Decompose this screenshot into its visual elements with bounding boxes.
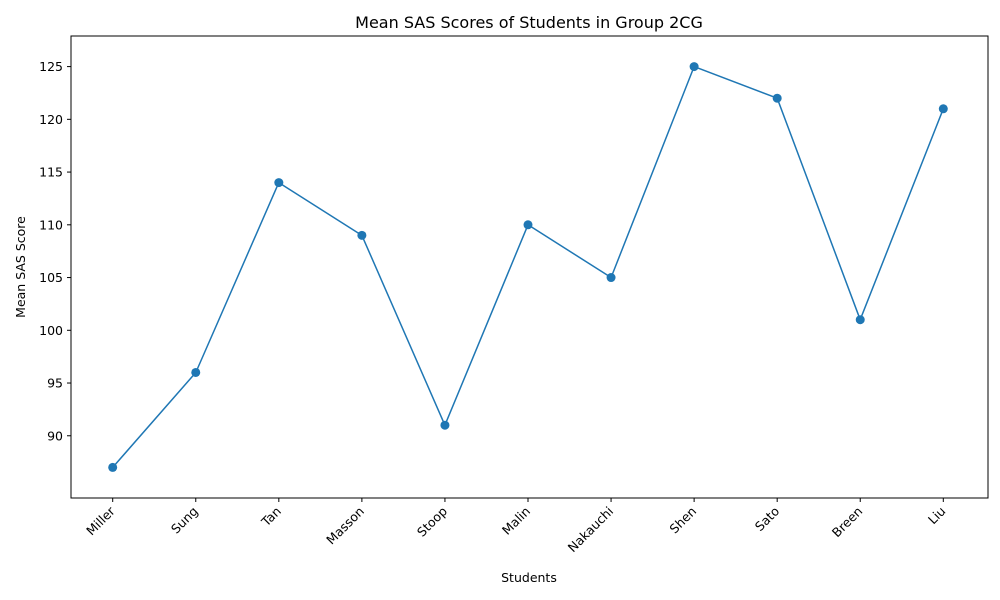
y-tick-label: 90	[47, 428, 63, 443]
y-tick-label: 120	[39, 112, 63, 127]
x-tick-label: Malin	[499, 504, 533, 538]
y-tick-label: 115	[39, 165, 63, 180]
x-tick-label: Breen	[829, 504, 866, 541]
data-point	[191, 367, 201, 377]
x-axis-label: Students	[501, 570, 557, 585]
series-layer	[108, 62, 948, 472]
y-tick-label: 125	[39, 59, 63, 74]
data-point	[689, 62, 699, 72]
data-point	[274, 178, 284, 188]
y-axis: 90 95 100 105 110 115 120 125	[39, 59, 71, 443]
x-tick-label: Stoop	[414, 503, 450, 539]
data-point	[938, 104, 948, 114]
x-tick-label: Sato	[752, 504, 783, 535]
x-tick-label: Tan	[258, 504, 284, 530]
y-tick-label: 110	[39, 217, 63, 232]
data-point	[855, 315, 865, 325]
data-point	[523, 220, 533, 230]
x-tick-label: Sung	[168, 504, 201, 537]
x-tick-label: Masson	[323, 504, 367, 548]
y-tick-label: 95	[47, 376, 63, 391]
data-point	[440, 420, 450, 430]
data-point	[108, 462, 118, 472]
chart-title: Mean SAS Scores of Students in Group 2CG	[355, 13, 703, 32]
y-tick-label: 105	[39, 270, 63, 285]
y-tick-label: 100	[39, 323, 63, 338]
x-tick-label: Nakauchi	[565, 504, 617, 556]
y-axis-label: Mean SAS Score	[13, 216, 28, 318]
data-point	[772, 93, 782, 103]
x-tick-label: Miller	[83, 503, 118, 538]
x-axis: Miller Sung Tan Masson Stoop Malin Nakauchi She…	[83, 498, 948, 555]
plot-area-frame	[70, 35, 989, 499]
x-tick-label: Liu	[925, 504, 949, 528]
data-point	[606, 273, 616, 283]
series-line	[112, 65, 944, 468]
data-point	[357, 230, 367, 240]
x-tick-label: Shen	[666, 504, 699, 537]
